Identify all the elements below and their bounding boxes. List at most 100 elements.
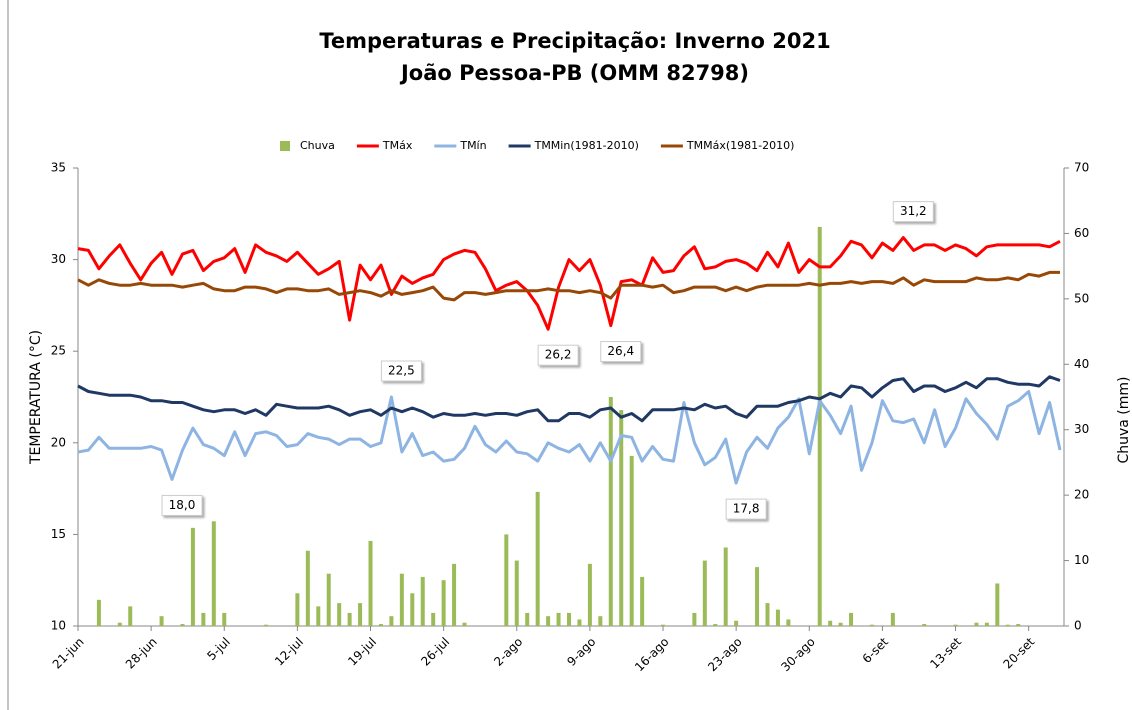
bar [368, 540, 373, 626]
legend-label: TMáx [382, 139, 413, 152]
bar [211, 521, 216, 626]
data-label-box [600, 341, 642, 363]
bar [723, 547, 728, 626]
bar [608, 397, 613, 626]
legend-label: Chuva [300, 139, 335, 152]
bar [201, 612, 206, 626]
y2-tick-label: 40 [1074, 357, 1089, 371]
data-label-box [892, 201, 934, 223]
y-tick-label: 35 [51, 161, 66, 175]
y2-tick-label: 60 [1074, 226, 1089, 240]
bar [890, 612, 895, 626]
bar [420, 576, 425, 626]
bar [786, 619, 791, 626]
bar [535, 491, 540, 626]
bar [525, 612, 530, 626]
bar [431, 612, 436, 626]
y2-tick-label: 70 [1074, 161, 1089, 175]
bar [378, 624, 383, 626]
bar [556, 612, 561, 626]
data-label-box [537, 344, 579, 366]
data-label: 17,8 [733, 502, 760, 516]
y-tick-label: 15 [51, 527, 66, 541]
line-series [77, 270, 1060, 302]
bar [974, 622, 979, 626]
bar [389, 616, 394, 626]
bar [264, 624, 269, 626]
y2-tick-label: 50 [1074, 291, 1089, 305]
bar [399, 573, 404, 626]
y-axis-title: TEMPERATURA (°C) [28, 330, 44, 465]
bar [598, 616, 603, 626]
y-tick-label: 20 [51, 435, 66, 449]
bar [410, 593, 415, 626]
bar [567, 612, 571, 626]
bar [984, 622, 989, 626]
bar [619, 410, 624, 626]
bar [452, 563, 457, 626]
legend-swatch [280, 141, 290, 151]
bar [96, 599, 101, 626]
y2-tick-label: 0 [1074, 619, 1082, 633]
bar [546, 616, 551, 626]
line-series [77, 375, 1061, 423]
bar [587, 563, 592, 626]
bar [640, 576, 645, 626]
bar [869, 624, 874, 626]
bar [514, 560, 519, 626]
bar [995, 583, 1000, 626]
line-series [77, 236, 1061, 331]
bar [337, 603, 342, 626]
bar [953, 624, 958, 626]
bar [765, 603, 770, 626]
bar [828, 620, 833, 626]
data-label: 26,4 [607, 344, 634, 358]
y2-axis-title: Chuva (mm) [1116, 376, 1132, 463]
bar [1005, 624, 1010, 626]
chart-title: Temperaturas e Precipitação: Inverno 202… [319, 29, 830, 53]
bar [462, 622, 467, 626]
bar [1016, 624, 1021, 626]
bar [713, 624, 718, 626]
data-label: 22,5 [388, 364, 415, 378]
bar [305, 550, 310, 626]
y2-tick-label: 30 [1074, 422, 1089, 436]
legend-label: TMMin(1981-2010) [534, 139, 639, 152]
bar [316, 606, 321, 626]
data-label: 26,2 [545, 348, 572, 362]
bar [295, 593, 300, 626]
chart-subtitle: João Pessoa-PB (OMM 82798) [399, 61, 749, 85]
bar [755, 567, 760, 626]
bar [734, 620, 739, 626]
legend-label: TMín [459, 139, 486, 152]
data-label-box [725, 498, 767, 520]
bar [661, 624, 666, 626]
bar [347, 612, 352, 626]
bar [838, 622, 843, 626]
bar [128, 606, 133, 626]
data-label-box [161, 494, 203, 516]
y2-tick-label: 20 [1074, 488, 1089, 502]
bar [702, 560, 707, 626]
data-label: 31,2 [900, 204, 927, 218]
y-tick-label: 30 [51, 252, 66, 266]
bar [692, 612, 697, 626]
line-series [77, 390, 1062, 485]
bar [775, 609, 780, 626]
bar [180, 624, 185, 626]
bar [629, 455, 634, 626]
legend-label: TMMáx(1981-2010) [686, 139, 795, 152]
data-label: 18,0 [169, 498, 196, 512]
y-tick-label: 10 [51, 619, 66, 633]
bar [817, 226, 822, 626]
bar [117, 622, 122, 626]
bar [326, 573, 331, 626]
bar [577, 619, 582, 626]
y2-tick-label: 10 [1074, 553, 1089, 567]
bar [222, 612, 227, 626]
bar [504, 534, 509, 626]
data-label-box [380, 360, 422, 382]
y-tick-label: 25 [51, 344, 66, 358]
bar [358, 603, 363, 626]
